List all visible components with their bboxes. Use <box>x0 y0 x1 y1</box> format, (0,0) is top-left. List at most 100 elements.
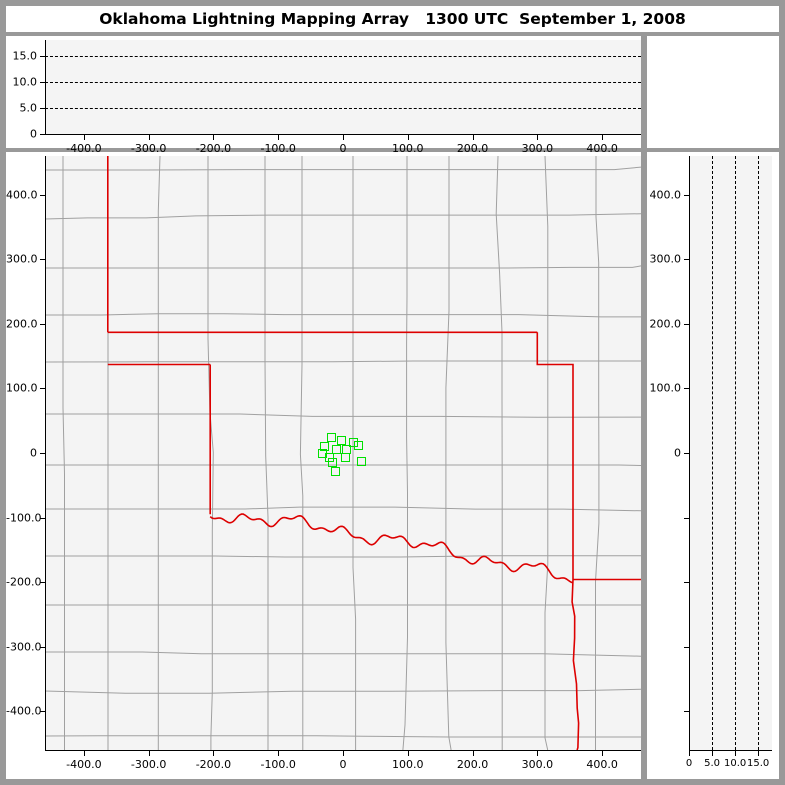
x-tick-label: 200.0 <box>456 142 489 155</box>
y-tick-label: 400.0 <box>6 188 38 202</box>
y-tick-label: -100.0 <box>6 511 42 525</box>
x-tick-label: -300.0 <box>130 758 167 771</box>
map-geography <box>45 156 641 750</box>
x-tick <box>407 135 409 140</box>
x-axis-line <box>689 750 772 751</box>
y-tick-label: 10.0 <box>12 75 38 89</box>
x-tick-label: -200.0 <box>195 142 232 155</box>
y-tick-label: 200.0 <box>649 317 682 331</box>
y-tick-label: 100.0 <box>649 381 682 395</box>
y-tick <box>40 453 45 454</box>
lightning-source-marker <box>348 437 358 447</box>
y-tick-label: 15.0 <box>12 49 38 63</box>
gridline-vertical <box>712 156 714 750</box>
y-tick <box>684 711 689 713</box>
x-tick <box>735 751 737 756</box>
y-tick <box>684 323 689 325</box>
x-tick <box>602 135 604 140</box>
y-axis-line <box>689 156 690 750</box>
x-tick <box>407 751 409 756</box>
lightning-source-marker <box>331 466 341 476</box>
top-plot-area <box>45 40 641 134</box>
x-tick-label: -400.0 <box>66 758 102 771</box>
y-axis-line <box>45 40 46 134</box>
x-tick <box>712 751 714 756</box>
y-tick <box>40 582 45 584</box>
lightning-source-marker <box>341 453 351 463</box>
y-tick <box>684 194 689 196</box>
x-tick-label: 10.0 <box>723 758 747 769</box>
x-tick <box>343 135 344 140</box>
x-axis-line <box>45 134 641 135</box>
lightning-source-marker <box>320 442 330 452</box>
gridline-horizontal <box>45 55 641 57</box>
x-tick <box>278 135 280 140</box>
map-plot-area[interactable] <box>45 156 641 750</box>
right-plot-area <box>689 156 772 750</box>
x-tick-label: -400.0 <box>66 142 102 155</box>
x-tick <box>213 135 215 140</box>
y-tick-label: 300.0 <box>649 252 682 266</box>
x-axis-line <box>45 750 641 751</box>
y-tick-label: 0 <box>30 127 37 141</box>
page-title: Oklahoma Lightning Mapping Array 1300 UT… <box>99 10 686 28</box>
x-tick <box>213 751 215 756</box>
x-tick-label: 400.0 <box>586 142 618 155</box>
x-tick-label: 0 <box>685 758 693 769</box>
y-tick <box>684 517 689 519</box>
y-tick-label: 5.0 <box>19 101 38 115</box>
x-tick-label: -300.0 <box>130 142 167 155</box>
y-axis-line <box>45 156 46 750</box>
x-tick <box>472 751 474 756</box>
x-tick <box>537 135 539 140</box>
gridline-vertical <box>758 156 760 750</box>
y-tick <box>40 81 45 83</box>
x-tick-label: 300.0 <box>521 758 554 771</box>
y-tick <box>684 582 689 584</box>
y-tick-label: 0 <box>30 446 37 460</box>
x-tick-label: 400.0 <box>586 758 618 771</box>
x-tick-label: 300.0 <box>521 142 554 155</box>
x-tick <box>83 135 85 140</box>
x-tick <box>602 751 604 756</box>
lightning-source-marker <box>354 440 364 450</box>
x-tick <box>83 751 85 756</box>
y-tick <box>40 517 45 519</box>
lightning-source-marker <box>356 456 366 466</box>
x-tick <box>148 135 150 140</box>
lightning-source-marker <box>332 444 342 454</box>
y-tick <box>40 55 45 57</box>
x-tick-label: 0 <box>339 142 347 155</box>
x-tick-label: 100.0 <box>392 758 424 771</box>
lightning-source-marker <box>324 453 334 463</box>
gridline-horizontal <box>45 81 641 83</box>
x-tick-label: 15.0 <box>747 758 770 769</box>
panel-altitude-vs-north-south: 0 100.0 200.0 300.0 400.0 0 5.0 10.0 15.0 <box>647 152 779 779</box>
gridline-horizontal <box>45 107 641 109</box>
y-tick-label: 300.0 <box>6 252 38 266</box>
y-tick <box>684 646 689 648</box>
y-tick-label: -300.0 <box>6 640 42 654</box>
y-tick <box>40 711 45 713</box>
x-tick-label: -100.0 <box>260 758 296 771</box>
x-tick-label: -100.0 <box>260 142 296 155</box>
x-tick-label: -200.0 <box>195 758 232 771</box>
x-tick <box>148 751 150 756</box>
x-tick-label: 100.0 <box>392 142 424 155</box>
x-tick <box>343 751 344 756</box>
gridline-vertical <box>735 156 737 750</box>
y-tick <box>40 388 45 390</box>
y-tick <box>40 259 45 261</box>
x-tick <box>689 751 690 756</box>
x-tick-label: 5.0 <box>704 758 720 769</box>
x-tick <box>472 135 474 140</box>
y-tick-label: 100.0 <box>6 381 38 395</box>
lightning-source-marker <box>337 435 347 445</box>
y-tick-label: -200.0 <box>6 575 42 589</box>
y-tick <box>684 453 689 454</box>
y-tick <box>40 134 45 135</box>
y-tick <box>40 107 45 109</box>
x-tick <box>758 751 760 756</box>
y-tick-label: 400.0 <box>649 188 682 202</box>
